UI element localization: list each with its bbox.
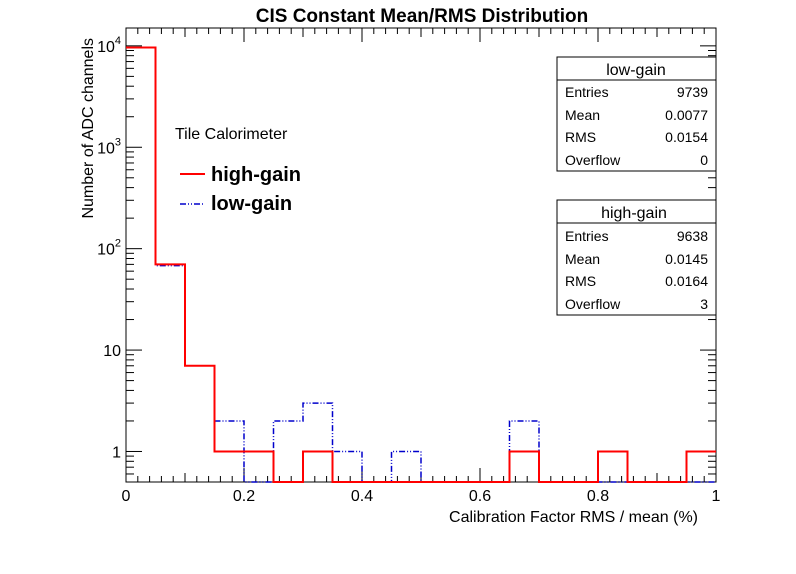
x-tick-label: 0.2 — [233, 488, 255, 505]
stats-label-mean: Mean — [565, 251, 600, 267]
stats-box-frame — [556, 56, 717, 172]
stats-box-title: low-gain — [606, 62, 666, 79]
stats-label-rms: RMS — [565, 273, 596, 289]
stats-label-entries: Entries — [565, 228, 609, 244]
stats-box-title: high-gain — [601, 205, 667, 222]
stats-label-overflow: Overflow — [565, 152, 621, 168]
stats-box-low-gain: low-gain Entries 9739 Mean 0.0077 RMS 0.… — [556, 56, 717, 172]
stats-value-mean: 0.0077 — [665, 107, 708, 123]
y-tick-label: 10 — [103, 343, 121, 360]
x-tick-label: 1 — [712, 488, 721, 505]
stats-label-entries: Entries — [565, 84, 609, 100]
legend-header: Tile Calorimeter — [175, 126, 288, 143]
x-axis-label: Calibration Factor RMS / mean (%) — [449, 509, 698, 526]
stats-box-frame — [556, 199, 717, 316]
stats-label-rms: RMS — [565, 129, 596, 145]
stats-value-entries: 9739 — [677, 84, 708, 100]
y-tick-label: 1 — [112, 444, 121, 461]
legend-entry-low-gain: low-gain — [211, 193, 292, 215]
y-tick-label: 103 — [97, 136, 121, 157]
y-axis-label: Number of ADC channels — [80, 38, 97, 219]
chart-title: CIS Constant Mean/RMS Distribution — [256, 6, 589, 27]
series-high-gain-histogram — [126, 46, 716, 483]
x-tick-label: 0 — [122, 488, 131, 505]
stats-box-high-gain: high-gain Entries 9638 Mean 0.0145 RMS 0… — [556, 199, 717, 316]
y-tick-label: 102 — [97, 238, 121, 259]
legend-entry-high-gain: high-gain — [211, 164, 301, 186]
stats-value-entries: 9638 — [677, 228, 708, 244]
stats-value-mean: 0.0145 — [665, 251, 708, 267]
y-tick-label: 104 — [97, 35, 121, 56]
x-tick-label: 0.4 — [351, 488, 373, 505]
legend: Tile Calorimeter high-gain low-gain — [175, 126, 301, 215]
stats-label-mean: Mean — [565, 107, 600, 123]
series-layer — [126, 46, 716, 483]
stats-value-overflow: 0 — [700, 152, 708, 168]
x-axis: 0 0.2 0.4 0.6 0.8 1 — [122, 28, 721, 505]
x-tick-label: 0.6 — [469, 488, 491, 505]
stats-value-overflow: 3 — [700, 296, 708, 312]
stats-value-rms: 0.0164 — [665, 273, 708, 289]
stats-label-overflow: Overflow — [565, 296, 621, 312]
x-tick-label: 0.8 — [587, 488, 609, 505]
stats-value-rms: 0.0154 — [665, 129, 708, 145]
